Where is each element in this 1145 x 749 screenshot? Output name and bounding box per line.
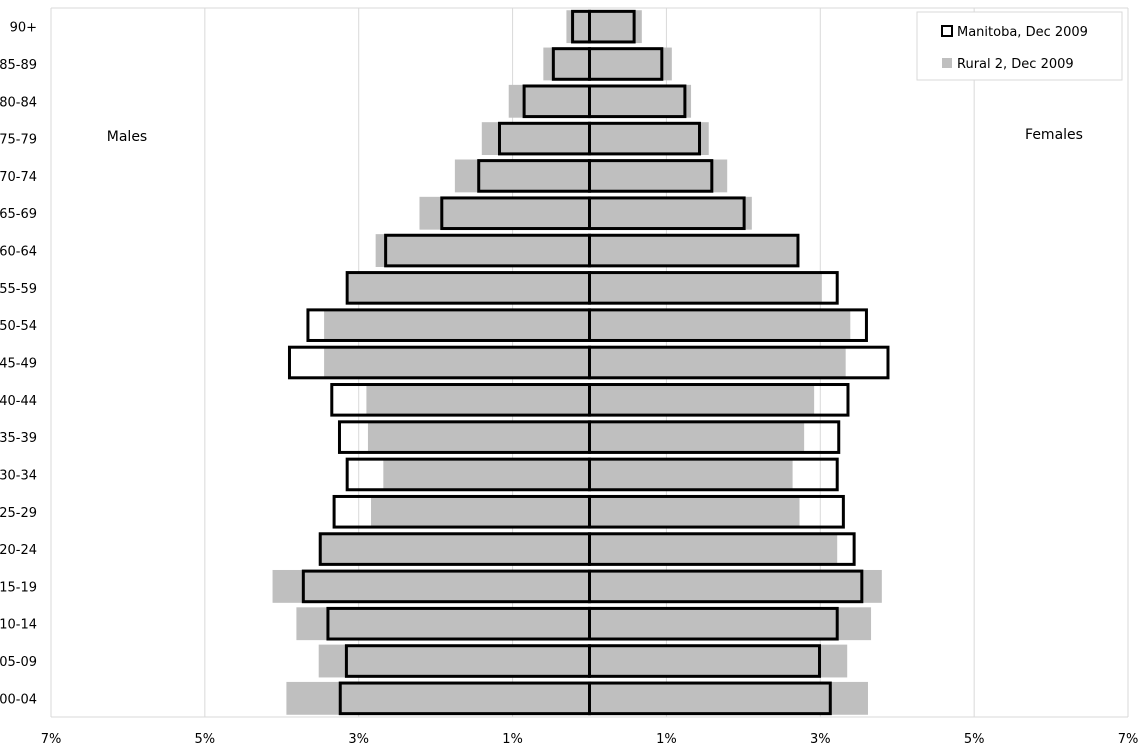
- legend-label-rural: Rural 2, Dec 2009: [957, 57, 1074, 72]
- bar-rural-female: [589, 495, 800, 529]
- bar-manitoba-female: [588, 606, 839, 641]
- bar-rural-male: [454, 159, 590, 193]
- bar-rural-male: [383, 458, 590, 491]
- bar-rural-male: [324, 308, 590, 342]
- x-axis-tick-labels: 7% 5% 3% 1% 1% 3% 5% 7%: [41, 732, 1139, 747]
- bar-rural-male: [566, 10, 590, 44]
- bar-rural-male: [272, 569, 590, 603]
- bars: [272, 9, 890, 716]
- x-tick-label: 5%: [964, 732, 985, 747]
- category-label: 70-74: [0, 170, 37, 185]
- bar-rural-male: [318, 532, 590, 566]
- bar-manitoba-female: [588, 196, 746, 231]
- bar-manitoba-female: [588, 271, 839, 305]
- legend-box: [916, 11, 1123, 81]
- category-label: 80-84: [0, 95, 37, 110]
- bar-manitoba-female: [588, 308, 868, 342]
- bar-manitoba-female: [588, 569, 864, 604]
- category-label: 60-64: [0, 245, 37, 260]
- bar-rural-male: [375, 234, 590, 267]
- category-label: 75-79: [0, 133, 37, 148]
- plot-area: [50, 7, 1129, 718]
- bar-rural-male: [296, 607, 590, 641]
- category-label: 20-24: [0, 543, 37, 558]
- bar-rural-female: [589, 271, 822, 305]
- category-label: 40-44: [0, 394, 37, 409]
- bar-manitoba-female: [588, 121, 702, 156]
- bar-rural-female: [589, 159, 728, 193]
- legend: Manitoba, Dec 2009 Rural 2, Dec 2009: [916, 11, 1123, 81]
- bar-rural-female: [589, 383, 815, 417]
- bar-rural-male: [481, 122, 590, 156]
- bar-rural-female: [589, 234, 799, 267]
- x-tick-label: 1%: [502, 732, 523, 747]
- bar-rural-female: [589, 122, 709, 156]
- bar-rural-female: [589, 47, 672, 81]
- category-label: 50-54: [0, 319, 37, 334]
- category-label: 15-19: [0, 580, 37, 595]
- bar-manitoba-female: [588, 159, 714, 193]
- bar-rural-female: [589, 308, 851, 342]
- x-tick-label: 3%: [810, 732, 831, 747]
- bar-manitoba-female: [588, 233, 800, 268]
- x-tick-label: 3%: [348, 732, 369, 747]
- bar-manitoba-female: [588, 457, 839, 492]
- category-label: 00-04: [0, 692, 37, 707]
- x-tick-label: 7%: [1118, 732, 1139, 747]
- bar-rural-female: [589, 607, 872, 641]
- category-labels: 00-04 05-09 10-14 15-19 20-24 25-29 30-34 35-39…: [0, 21, 37, 708]
- category-label: 10-14: [0, 618, 37, 633]
- bar-rural-female: [589, 346, 846, 379]
- category-label: 05-09: [0, 655, 37, 670]
- bar-rural-female: [589, 644, 848, 678]
- bar-manitoba-female: [588, 644, 822, 678]
- bar-rural-female: [589, 84, 692, 118]
- bar-rural-female: [589, 458, 793, 491]
- category-label: 65-69: [0, 207, 37, 222]
- bar-manitoba-female: [588, 681, 832, 716]
- bar-rural-female: [589, 420, 805, 454]
- legend-swatch-manitoba: [941, 25, 953, 37]
- x-tick-label: 5%: [195, 732, 216, 747]
- bar-manitoba-female: [588, 47, 664, 81]
- males-label: Males: [107, 129, 147, 145]
- bar-rural-male: [286, 681, 590, 715]
- bar-manitoba-female: [588, 9, 636, 44]
- bar-manitoba-female: [588, 532, 856, 566]
- category-label: 25-29: [0, 506, 37, 521]
- bar-rural-male: [348, 271, 590, 305]
- legend-label-manitoba: Manitoba, Dec 2009: [957, 25, 1088, 40]
- category-label: 30-34: [0, 468, 37, 483]
- bar-manitoba-female: [588, 383, 850, 417]
- bar-rural-male: [367, 420, 590, 454]
- bar-rural-female: [589, 196, 752, 230]
- bar-rural-male: [371, 495, 590, 529]
- bar-rural-male: [543, 47, 590, 81]
- bar-manitoba-female: [588, 420, 841, 454]
- bar-manitoba-female: [588, 84, 687, 119]
- bar-rural-male: [318, 644, 590, 678]
- females-label: Females: [1025, 127, 1083, 143]
- category-label: 55-59: [0, 282, 37, 297]
- category-label: 90+: [10, 21, 37, 36]
- x-tick-label: 7%: [41, 732, 62, 747]
- category-label: 85-89: [0, 58, 37, 73]
- bar-rural-female: [589, 681, 868, 715]
- bar-rural-female: [589, 532, 838, 566]
- x-tick-label: 1%: [656, 732, 677, 747]
- category-label: 35-39: [0, 431, 37, 446]
- bar-manitoba-female: [588, 494, 845, 529]
- bar-rural-male: [419, 196, 590, 230]
- category-label: 45-49: [0, 357, 37, 372]
- bar-rural-male: [324, 346, 590, 379]
- legend-swatch-rural: [942, 58, 952, 68]
- bar-rural-male: [366, 383, 590, 417]
- bar-manitoba-female: [588, 345, 890, 380]
- bar-rural-male: [508, 84, 590, 118]
- bar-rural-female: [589, 569, 882, 603]
